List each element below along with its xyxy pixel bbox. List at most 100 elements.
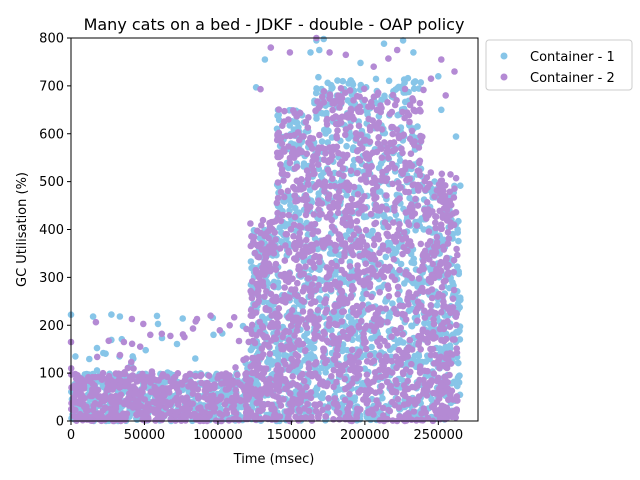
point-container-1 (368, 343, 375, 351)
point-container-1 (342, 232, 350, 239)
point-container-2 (300, 298, 308, 305)
point-container-2 (324, 404, 332, 411)
point-container-2 (420, 257, 427, 265)
y-tick-label: 800 (39, 32, 64, 47)
point-container-2 (79, 416, 86, 424)
point-container-2 (340, 298, 347, 306)
point-container-2 (277, 152, 284, 160)
point-container-1 (93, 367, 101, 374)
point-container-2 (385, 247, 392, 254)
point-container-2 (280, 193, 288, 201)
point-container-2 (432, 224, 440, 232)
point-container-2 (417, 132, 424, 140)
point-container-1 (296, 217, 304, 225)
point-container-2 (326, 170, 334, 177)
point-container-1 (414, 123, 421, 130)
point-container-1 (384, 239, 392, 247)
point-container-2 (163, 385, 170, 392)
point-container-2 (438, 170, 446, 178)
point-container-2 (353, 169, 361, 177)
point-container-2 (382, 372, 389, 379)
point-container-1 (154, 320, 162, 328)
point-container-2 (275, 363, 282, 371)
point-container-2 (347, 123, 354, 131)
point-container-2 (311, 330, 318, 338)
point-container-2 (432, 213, 439, 220)
point-container-2 (267, 290, 275, 298)
point-container-2 (248, 369, 256, 377)
point-container-2 (355, 155, 362, 163)
point-container-2 (372, 323, 380, 331)
point-container-2 (225, 417, 233, 424)
point-container-2 (329, 143, 337, 151)
point-container-2 (311, 264, 318, 271)
point-container-2 (232, 364, 239, 371)
point-container-2 (287, 312, 294, 319)
point-container-2 (417, 416, 425, 424)
point-container-1 (100, 349, 107, 357)
point-container-1 (359, 295, 366, 303)
point-container-2 (442, 256, 450, 263)
point-container-2 (283, 132, 290, 140)
point-container-2 (312, 407, 320, 415)
point-container-2 (399, 149, 406, 157)
point-container-2 (376, 352, 383, 359)
point-container-2 (278, 140, 286, 147)
point-container-2 (386, 263, 394, 271)
point-container-2 (335, 283, 342, 290)
point-container-2 (167, 416, 175, 423)
point-container-2 (408, 213, 416, 220)
point-container-2 (417, 346, 425, 353)
point-container-2 (404, 377, 412, 385)
point-container-2 (262, 254, 270, 261)
point-container-2 (218, 380, 225, 387)
point-container-2 (248, 388, 255, 395)
legend-label-container-1: Container - 1 (530, 50, 615, 65)
point-container-1 (287, 201, 294, 209)
point-container-2 (369, 251, 377, 259)
point-container-2 (274, 329, 281, 337)
point-container-2 (346, 87, 354, 94)
point-container-2 (414, 298, 422, 306)
point-container-2 (443, 263, 451, 271)
point-container-2 (297, 414, 305, 422)
point-container-2 (257, 85, 264, 93)
point-container-2 (414, 305, 421, 312)
point-container-1 (397, 260, 405, 268)
point-container-1 (438, 106, 445, 114)
point-container-2 (381, 139, 388, 146)
point-container-2 (422, 409, 430, 417)
point-container-2 (334, 209, 342, 217)
point-container-2 (355, 227, 363, 234)
point-container-2 (323, 274, 331, 281)
point-container-2 (334, 202, 341, 210)
y-tick-label: 200 (39, 319, 64, 334)
point-container-2 (303, 202, 310, 209)
y-axis: 0 100 200 300 400 500 600 700 800 (39, 32, 71, 430)
point-container-2 (298, 184, 305, 191)
point-container-2 (452, 209, 460, 216)
point-container-2 (355, 210, 363, 217)
point-container-2 (347, 167, 355, 174)
point-container-2 (113, 397, 120, 404)
point-container-1 (457, 296, 464, 304)
point-container-2 (341, 252, 348, 260)
point-container-2 (177, 396, 184, 403)
point-container-2 (440, 403, 448, 411)
point-container-2 (328, 216, 336, 224)
point-container-2 (69, 405, 76, 413)
point-container-2 (377, 335, 384, 342)
x-tick-label: 100000 (193, 428, 243, 443)
point-container-2 (271, 406, 278, 413)
point-container-2 (438, 390, 446, 397)
point-container-2 (424, 367, 431, 375)
point-container-1 (455, 237, 462, 245)
point-container-2 (360, 340, 368, 347)
point-container-2 (325, 234, 332, 241)
point-container-2 (217, 373, 225, 380)
point-container-1 (153, 312, 161, 320)
point-container-2 (280, 177, 287, 184)
point-container-2 (261, 293, 268, 301)
point-container-2 (279, 211, 287, 219)
point-container-2 (226, 322, 233, 329)
